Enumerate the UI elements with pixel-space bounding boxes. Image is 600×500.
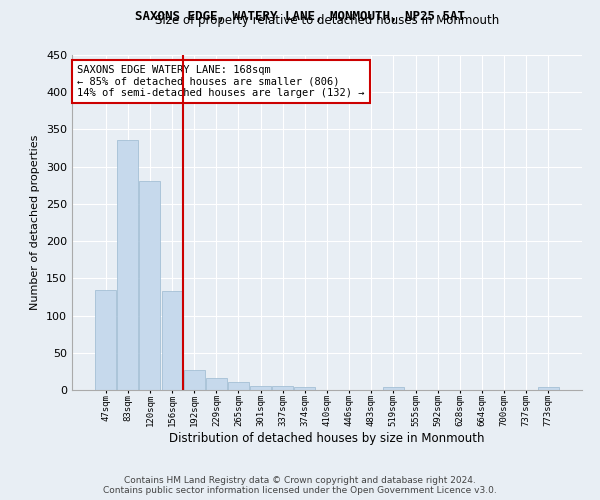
Bar: [139, 181, 160, 390]
Bar: [161, 291, 182, 390]
Title: Size of property relative to detached houses in Monmouth: Size of property relative to detached ho…: [155, 14, 499, 28]
Bar: [538, 387, 559, 390]
Bar: [250, 386, 271, 390]
Bar: [118, 140, 139, 390]
Text: SAXONS EDGE, WATERY LANE, MONMOUTH, NP25 5AT: SAXONS EDGE, WATERY LANE, MONMOUTH, NP25…: [135, 10, 465, 23]
Bar: [184, 370, 205, 390]
Bar: [228, 382, 249, 390]
Text: Contains HM Land Registry data © Crown copyright and database right 2024.
Contai: Contains HM Land Registry data © Crown c…: [103, 476, 497, 495]
Bar: [272, 386, 293, 390]
Bar: [206, 378, 227, 390]
X-axis label: Distribution of detached houses by size in Monmouth: Distribution of detached houses by size …: [169, 432, 485, 445]
Bar: [383, 387, 404, 390]
Text: SAXONS EDGE WATERY LANE: 168sqm
← 85% of detached houses are smaller (806)
14% o: SAXONS EDGE WATERY LANE: 168sqm ← 85% of…: [77, 65, 365, 98]
Bar: [95, 290, 116, 390]
Bar: [295, 387, 316, 390]
Y-axis label: Number of detached properties: Number of detached properties: [31, 135, 40, 310]
